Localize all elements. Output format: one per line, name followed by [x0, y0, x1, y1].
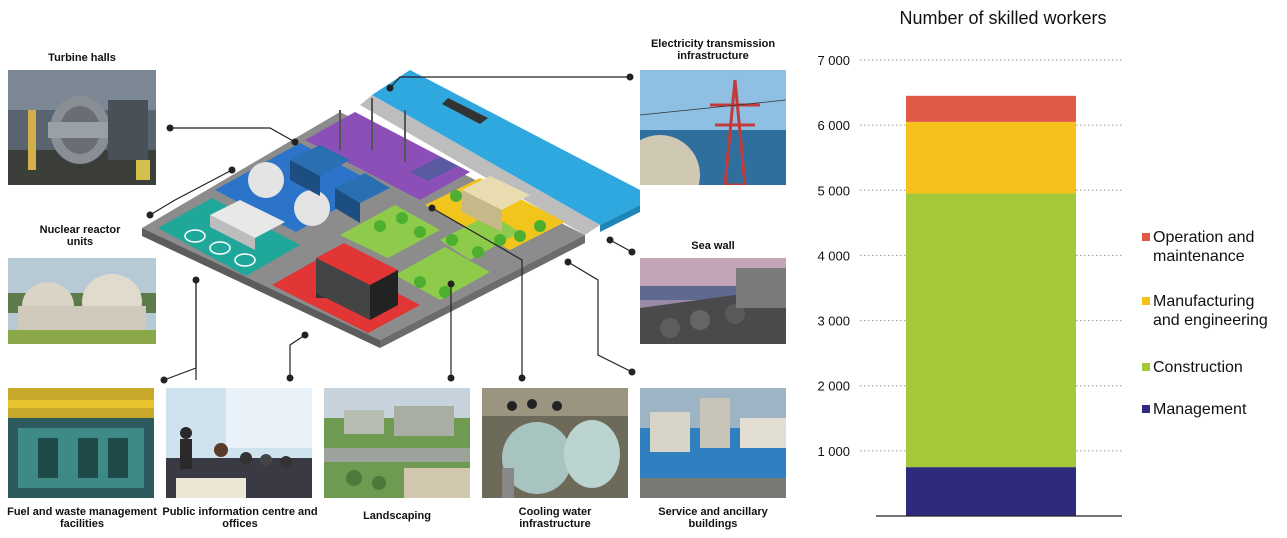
legend-label: Management [1153, 401, 1247, 418]
photo-service-ancillary [640, 388, 786, 498]
landscaping-image [324, 388, 470, 498]
zone-teal [158, 198, 300, 276]
callout-reactor [149, 169, 233, 216]
legend-swatch [1142, 405, 1150, 413]
y-tick-label: 6 000 [817, 118, 850, 133]
transmission-image [640, 70, 786, 185]
photo-electricity-transmission [640, 70, 786, 185]
callout-service [567, 261, 633, 373]
nuclear-reactor-image [8, 258, 156, 344]
y-tick-label: 4 000 [817, 248, 850, 263]
service-ancillary-image [640, 388, 786, 498]
callout-turbine [170, 127, 296, 143]
legend-swatch [1142, 233, 1150, 241]
label-cooling-water: Cooling water infrastructure [518, 506, 592, 530]
photo-turbine-halls [8, 70, 156, 185]
chart: 1 000 2 000 3 000 4 000 5 000 6 000 7 000 [817, 53, 1122, 517]
public-info-image [166, 388, 312, 498]
photo-cooling-water [482, 388, 628, 498]
sea-wall-strip [360, 95, 600, 235]
bar-segment-management [906, 467, 1076, 516]
y-tick-label: 5 000 [817, 183, 850, 198]
label-electricity-transmission: Electricity transmission infrastructure [650, 38, 776, 62]
reactor-dome-1 [248, 162, 284, 198]
photo-public-info [166, 388, 312, 498]
plant-diagram [142, 70, 640, 384]
fuel-waste-image [8, 388, 154, 498]
bar-segment-construction [906, 193, 1076, 468]
legend-item: Operation and maintenance [1142, 228, 1254, 266]
chart-title: Number of skilled workers [899, 8, 1107, 28]
cooling-water-image [482, 388, 628, 498]
legend-item: Construction [1142, 358, 1243, 377]
label-sea-wall: Sea wall [691, 240, 735, 252]
reactor-dome-2 [294, 190, 330, 226]
label-landscaping: Landscaping [363, 510, 431, 522]
bar-segment-manufacturing-and-engineering [906, 121, 1076, 194]
legend-swatch [1142, 297, 1150, 305]
legend-label-line2: and engineering [1153, 312, 1268, 329]
label-public-info: Public information centre and offices [162, 506, 318, 530]
bar-segment-operation-and-maintenance [906, 95, 1076, 122]
y-tick-label: 3 000 [817, 314, 850, 329]
legend-label: Manufacturing [1153, 293, 1255, 310]
sea-wall-image [640, 258, 786, 344]
label-nuclear-reactor-units: Nuclear reactor units [39, 224, 121, 248]
y-tick-label: 1 000 [817, 444, 850, 459]
callout-transmission [389, 76, 630, 89]
turbine-hall-image [8, 70, 156, 185]
callout-public [289, 334, 306, 378]
photo-nuclear-reactor [8, 258, 156, 344]
y-tick-label: 2 000 [817, 379, 850, 394]
sea [372, 70, 640, 225]
label-turbine-halls: Turbine halls [48, 52, 116, 64]
photo-landscaping [324, 388, 470, 498]
legend-item: Manufacturing and engineering [1142, 292, 1268, 330]
label-service-ancillary: Service and ancillary buildings [658, 506, 768, 530]
photo-fuel-waste [8, 388, 154, 498]
callout-seawall [609, 239, 633, 253]
label-fuel-waste: Fuel and waste management facilities [7, 506, 157, 530]
legend-label: Construction [1153, 359, 1243, 376]
legend-item: Management [1142, 400, 1246, 419]
photo-sea-wall [640, 258, 786, 344]
zone-green-1 [340, 205, 440, 258]
callout-cooling [431, 207, 523, 378]
legend-label: Operation and [1153, 229, 1255, 246]
legend-label-line2: maintenance [1153, 248, 1245, 265]
y-tick-label: 7 000 [817, 53, 850, 68]
legend-swatch [1142, 363, 1150, 371]
